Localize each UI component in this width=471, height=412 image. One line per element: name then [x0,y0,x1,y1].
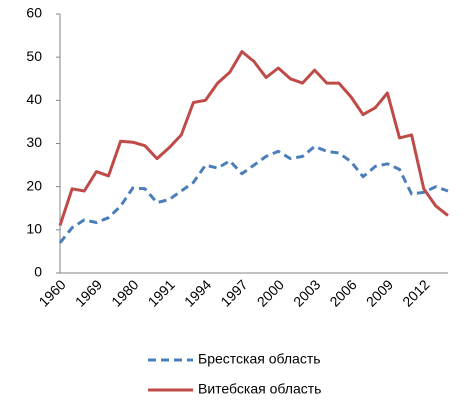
x-tick-label: 1980 [108,276,141,309]
x-tick-label: 1960 [35,276,68,309]
x-tick-label: 1994 [181,276,214,309]
x-tick-label: 1991 [145,276,178,309]
y-tick-label: 40 [26,91,42,107]
y-tick-label: 30 [26,134,42,150]
y-tick-label: 0 [34,264,42,280]
x-tick-label: 1997 [217,276,250,309]
x-tick-label: 2000 [254,276,287,309]
y-tick-label: 60 [26,5,42,21]
x-tick-label: 2003 [290,276,323,309]
x-tick-label: 1969 [72,276,105,309]
legend-label: Брестская область [198,351,321,367]
y-tick-label: 20 [26,177,42,193]
y-tick-label: 50 [26,48,42,64]
series-line [58,145,449,244]
legend-label: Витебская область [198,381,321,397]
series-line [58,50,449,226]
y-tick-label: 10 [26,221,42,237]
x-tick-label: 2009 [363,276,396,309]
x-tick-label: 2012 [399,276,432,309]
x-tick-label: 2006 [326,276,359,309]
